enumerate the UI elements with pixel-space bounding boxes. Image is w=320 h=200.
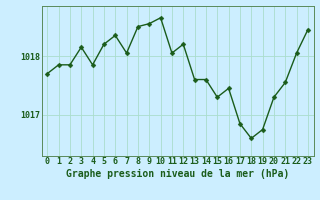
X-axis label: Graphe pression niveau de la mer (hPa): Graphe pression niveau de la mer (hPa) <box>66 169 289 179</box>
